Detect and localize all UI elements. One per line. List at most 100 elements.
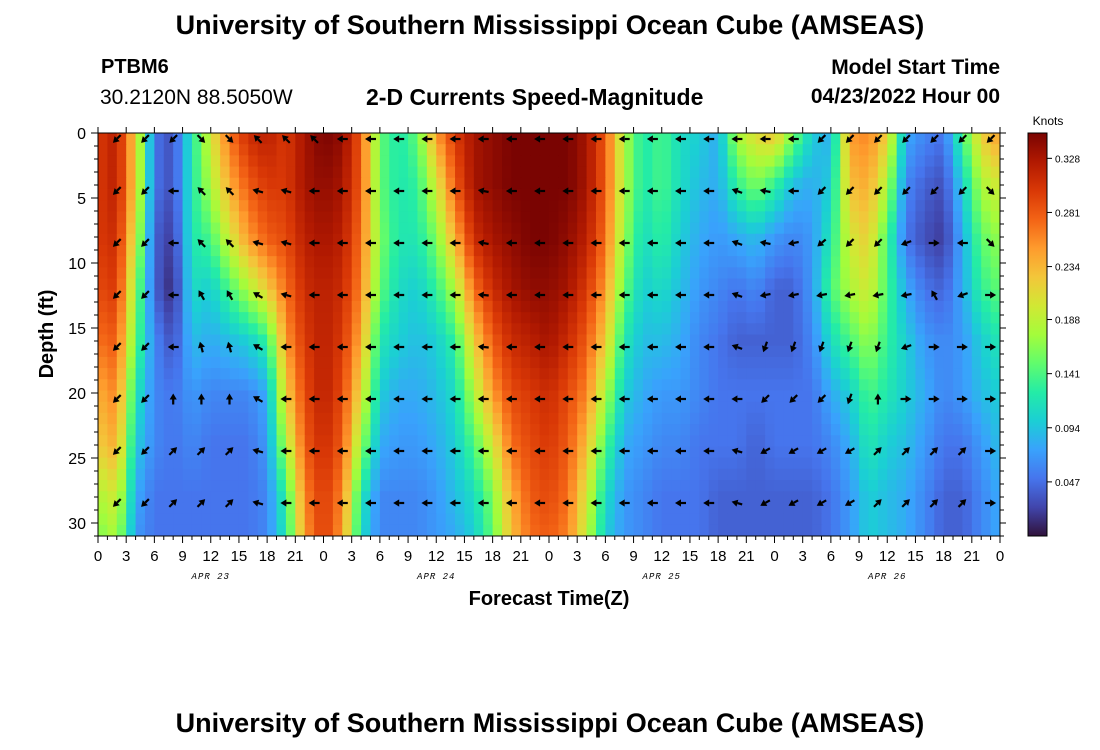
- heatmap-cell: [361, 200, 372, 212]
- arrow-head: [818, 345, 825, 353]
- current-arrow: [958, 186, 968, 195]
- heatmap-cell: [511, 390, 522, 403]
- heatmap-cell: [107, 278, 118, 291]
- heatmap-cell: [558, 222, 569, 235]
- current-arrow: [759, 291, 771, 299]
- heatmap-cell: [229, 502, 240, 515]
- heatmap-cell: [267, 188, 278, 201]
- heatmap-cell: [257, 457, 268, 470]
- current-arrow: [308, 395, 320, 403]
- heatmap-cell: [755, 188, 766, 201]
- heatmap-cell: [389, 278, 400, 291]
- heatmap-cell: [417, 457, 428, 470]
- heatmap-cell: [182, 480, 193, 492]
- footer-title: University of Southern Mississippi Ocean…: [175, 708, 925, 738]
- heatmap-cell: [840, 244, 851, 257]
- heatmap-cell: [971, 379, 982, 392]
- arrow-shaft: [196, 502, 202, 508]
- arrow-head: [846, 397, 854, 405]
- heatmap-cell: [144, 401, 155, 414]
- heatmap-cell: [962, 133, 973, 145]
- heatmap-cell: [840, 312, 851, 324]
- current-arrow: [957, 291, 968, 299]
- heatmap-cell: [896, 144, 907, 156]
- heatmap-cell: [314, 312, 325, 324]
- heatmap-cell: [530, 166, 541, 179]
- heatmap-cell: [154, 300, 165, 313]
- heatmap-cell: [877, 177, 888, 190]
- heatmap-cell: [652, 244, 663, 257]
- current-arrow: [675, 135, 686, 143]
- heatmap-cell: [426, 267, 437, 280]
- heatmap-cell: [436, 390, 447, 403]
- heatmap-cell: [163, 424, 174, 436]
- arrow-head: [590, 343, 597, 351]
- heatmap-cell: [943, 424, 954, 436]
- heatmap-cell: [295, 412, 306, 425]
- current-arrow: [225, 239, 235, 248]
- heatmap-cell: [971, 177, 982, 190]
- heatmap-cell: [257, 412, 268, 425]
- heatmap-cell: [746, 144, 757, 156]
- heatmap-cell: [173, 435, 184, 448]
- heatmap-cell: [906, 244, 917, 257]
- heatmap-cell: [746, 133, 757, 145]
- heatmap-cell: [830, 244, 841, 257]
- arrow-shaft: [765, 292, 771, 296]
- heatmap-cell: [906, 233, 917, 246]
- heatmap-cell: [830, 424, 841, 436]
- current-arrow: [169, 393, 177, 405]
- heatmap-cell: [107, 244, 118, 257]
- heatmap-cell: [379, 390, 390, 403]
- heatmap-cell: [605, 435, 616, 448]
- heatmap-cell: [981, 401, 992, 414]
- heatmap-cell: [558, 368, 569, 380]
- heatmap-cell: [220, 289, 231, 302]
- heatmap-cell: [877, 368, 888, 380]
- heatmap-cell: [859, 446, 870, 459]
- arrow-shaft: [873, 502, 879, 508]
- heatmap-cell: [595, 502, 606, 515]
- arrow-shaft: [116, 238, 122, 244]
- heatmap-cell: [502, 211, 513, 224]
- heatmap-cell: [943, 233, 954, 246]
- heatmap-cell: [238, 424, 249, 436]
- heatmap-cell: [595, 188, 606, 201]
- heatmap-cell: [783, 457, 794, 470]
- heatmap-cell: [370, 356, 381, 369]
- heatmap-cell: [633, 446, 644, 459]
- arrow-head: [421, 239, 428, 247]
- heatmap-cell: [389, 300, 400, 313]
- heatmap-cell: [821, 233, 832, 246]
- heatmap-cell: [633, 267, 644, 280]
- heatmap-cell: [530, 502, 541, 515]
- heatmap-cell: [718, 166, 729, 179]
- heatmap-cell: [304, 524, 315, 536]
- heatmap-cell: [539, 401, 550, 414]
- heatmap-cell: [483, 188, 494, 201]
- current-arrow: [308, 499, 320, 507]
- heatmap-cell: [821, 300, 832, 313]
- heatmap-cell: [464, 200, 475, 212]
- arrow-head: [903, 447, 910, 454]
- heatmap-cell: [906, 188, 917, 201]
- heatmap-cell: [953, 424, 964, 436]
- arrow-head: [990, 343, 997, 351]
- heatmap-cell: [812, 491, 823, 504]
- heatmap-cell: [887, 300, 898, 313]
- heatmap-cell: [849, 233, 860, 246]
- heatmap-cell: [868, 368, 879, 380]
- heatmap-cell: [332, 334, 343, 347]
- heatmap-cell: [962, 200, 973, 212]
- heatmap-cell: [314, 256, 325, 268]
- heatmap-cell: [962, 379, 973, 392]
- arrow-head: [505, 395, 512, 403]
- heatmap-cell: [530, 222, 541, 235]
- heatmap-cell: [887, 244, 898, 257]
- heatmap-cell: [144, 345, 155, 358]
- current-arrow: [789, 394, 798, 403]
- arrow-shaft: [737, 502, 743, 506]
- arrow-head: [990, 447, 997, 455]
- heatmap-cell: [389, 256, 400, 268]
- heatmap-cell: [191, 222, 202, 235]
